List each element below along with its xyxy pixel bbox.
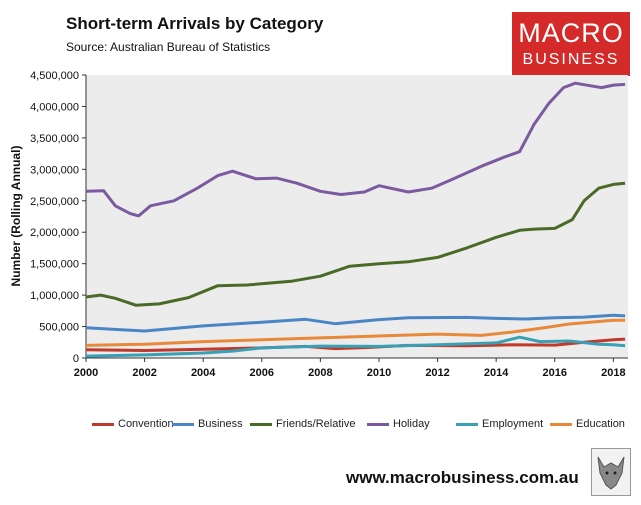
- legend-swatch: [92, 422, 114, 426]
- y-tick-label: 1,000,000: [30, 290, 79, 302]
- website-url: www.macrobusiness.com.au: [346, 468, 579, 487]
- y-tick-label: 2,500,000: [30, 196, 79, 208]
- legend-item-business: Business: [172, 418, 243, 430]
- logo-line-1: MACRO: [518, 18, 624, 48]
- legend-swatch: [456, 422, 478, 426]
- y-tick-label: 0: [73, 353, 79, 365]
- legend-item-holiday: Holiday: [367, 418, 430, 430]
- legend-item-employment: Employment: [456, 418, 543, 430]
- x-axis: 2000 2002 2004 2006 2008 2010 2012 2014 2016 2018: [74, 357, 628, 379]
- logo-line-2: BUSINESS: [522, 51, 620, 68]
- macrobusiness-logo: MACRO BUSINESS: [512, 12, 630, 76]
- chart-title: Short-term Arrivals by Category: [66, 14, 324, 33]
- x-tick-label: 2014: [484, 367, 509, 379]
- legend-swatch: [250, 422, 272, 426]
- y-tick-label: 4,500,000: [30, 70, 79, 82]
- x-tick-label: 2000: [74, 367, 98, 379]
- y-axis: 0 500,000 1,000,000 1,500,000 2,000,000 2,500…: [30, 70, 87, 365]
- wolf-logo-icon: [591, 448, 631, 496]
- legend-label: Employment: [482, 418, 544, 430]
- legend-label: Education: [576, 418, 625, 430]
- x-tick-label: 2004: [191, 367, 216, 379]
- y-tick-label: 2,000,000: [30, 227, 79, 239]
- y-tick-label: 4,000,000: [30, 101, 79, 113]
- legend-item-education: Education: [550, 418, 625, 430]
- y-tick-label: 3,000,000: [30, 164, 79, 176]
- series-line-employment: [85, 335, 626, 358]
- legend-label: Convention: [118, 418, 174, 430]
- legend-swatch: [367, 422, 389, 426]
- plot-area: [86, 75, 628, 358]
- y-axis-label: Number (Rolling Annual): [9, 146, 23, 287]
- x-tick-label: 2016: [543, 367, 567, 379]
- x-tick-label: 2010: [367, 367, 391, 379]
- chart-source: Source: Australian Bureau of Statistics: [66, 40, 271, 54]
- line-chart: 0 500,000 1,000,000 1,500,000 2,000,000 2,500…: [9, 70, 628, 379]
- y-tick-label: 1,500,000: [30, 259, 79, 271]
- x-tick-label: 2006: [250, 367, 274, 379]
- legend-label: Holiday: [393, 418, 430, 430]
- x-tick-label: 2018: [601, 367, 625, 379]
- x-tick-label: 2012: [425, 367, 449, 379]
- legend-label: Business: [198, 418, 243, 430]
- legend-swatch: [550, 422, 572, 426]
- x-tick-label: 2008: [308, 367, 332, 379]
- series-line-education: [85, 318, 626, 347]
- series-line-friends-relative: [85, 181, 626, 307]
- series-line-holiday: [85, 81, 626, 218]
- y-tick-label: 3,500,000: [30, 133, 79, 145]
- series-line-business: [85, 313, 626, 333]
- y-tick-label: 500,000: [39, 322, 79, 334]
- series-lines: [85, 81, 626, 358]
- legend-item-convention: Convention: [92, 418, 174, 430]
- x-tick-label: 2002: [132, 367, 156, 379]
- legend-item-friends-relative: Friends/Relative: [250, 418, 355, 430]
- legend-swatch: [172, 422, 194, 426]
- legend-label: Friends/Relative: [276, 418, 356, 430]
